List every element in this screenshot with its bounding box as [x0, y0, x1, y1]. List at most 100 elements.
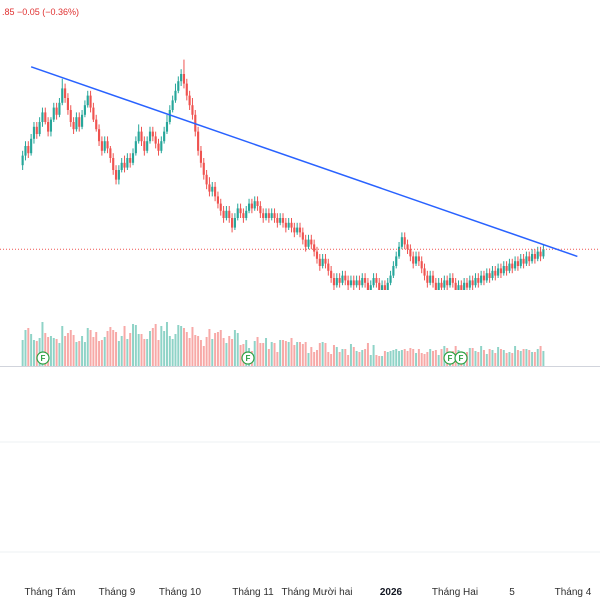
candle-body: [78, 117, 81, 127]
volume-bar: [151, 328, 154, 366]
volume-bar: [290, 338, 293, 366]
volume-bar: [126, 339, 129, 366]
volume-bar: [157, 340, 160, 366]
candle-body: [327, 263, 330, 271]
candle-body: [293, 227, 296, 233]
time-axis-label: Tháng Mười hai: [281, 587, 352, 598]
candle-body: [49, 119, 53, 132]
earnings-marker[interactable]: F: [454, 351, 468, 365]
volume-bar: [279, 340, 282, 366]
candle-body: [140, 131, 143, 142]
volume-bar: [355, 351, 358, 366]
candle-body: [100, 141, 103, 151]
candle-body: [41, 112, 44, 122]
candle-body: [253, 201, 256, 209]
candle-body: [290, 222, 293, 228]
candle-body: [89, 95, 92, 108]
volume-bar: [61, 326, 64, 366]
candle-body: [460, 285, 463, 290]
candle-body: [485, 273, 488, 281]
candle-body: [335, 278, 338, 286]
volume-bar: [120, 336, 123, 366]
volume-bar: [154, 324, 157, 366]
candle-body: [148, 131, 152, 142]
candle-body: [361, 278, 364, 286]
volume-bar: [222, 338, 225, 366]
volume-bar: [406, 351, 409, 366]
candle-body: [454, 282, 457, 290]
volume-bar: [21, 340, 24, 366]
candle-body: [197, 131, 200, 151]
volume-bar: [233, 330, 236, 366]
candle-body: [448, 278, 452, 286]
time-axis[interactable]: Tháng Tám Tháng 9 Tháng 10 Tháng 11 Tháng Mư…: [25, 587, 592, 598]
marker-label: F: [41, 354, 46, 363]
candle-body: [66, 98, 69, 110]
candle-body: [539, 251, 542, 257]
candle-body: [95, 119, 98, 130]
candle-body: [279, 218, 282, 223]
volume-bar: [208, 329, 211, 366]
candle-body: [318, 258, 321, 266]
volume-bar: [41, 322, 44, 366]
volume-bar: [531, 352, 534, 366]
candle-body: [344, 275, 347, 281]
candle-body: [457, 285, 460, 290]
candle-body: [81, 114, 84, 127]
candle-body: [32, 126, 36, 139]
volume-bar: [372, 345, 375, 366]
volume-bar: [389, 351, 392, 366]
candle-body: [120, 162, 123, 170]
candle-body: [69, 110, 72, 122]
volume-bar: [194, 335, 197, 366]
volume-bar: [366, 343, 369, 366]
candle-body: [75, 117, 78, 130]
volume-bar: [471, 348, 474, 366]
candle-body: [126, 158, 129, 168]
time-axis-label: Tháng 11: [232, 587, 274, 598]
candle-body: [177, 81, 180, 91]
volume-bar: [185, 332, 188, 366]
candle-body: [270, 213, 273, 218]
candle-body: [21, 155, 24, 166]
marker-circle: [241, 351, 255, 365]
candle-body: [180, 74, 183, 82]
volume-bar: [505, 353, 508, 366]
volume-bar: [310, 347, 313, 366]
candle-body: [358, 280, 361, 286]
volume-bar: [100, 340, 103, 366]
candle-body: [443, 280, 446, 288]
volume-bar: [536, 349, 539, 366]
candle-body: [414, 256, 418, 264]
volume-bar: [338, 352, 341, 366]
candle-body: [214, 186, 217, 197]
volume-bar: [375, 355, 378, 366]
marker-circle: [36, 351, 50, 365]
volume-bar: [168, 336, 171, 366]
candle-body: [330, 270, 333, 278]
volume-bar: [69, 330, 72, 366]
volume-bar: [202, 346, 205, 366]
earnings-marker[interactable]: F: [241, 351, 255, 365]
candle-body: [58, 102, 61, 115]
earnings-marker[interactable]: F: [443, 351, 457, 365]
volume-bar: [412, 349, 415, 366]
volume-bar: [409, 348, 412, 366]
trendline[interactable]: [30, 66, 578, 258]
volume-bar: [321, 342, 324, 366]
candle-body: [375, 278, 378, 283]
candle-body: [386, 282, 389, 290]
volume-bar: [488, 349, 491, 366]
volume-bar: [98, 341, 101, 366]
volume-bar: [146, 339, 149, 366]
volume-bar: [103, 337, 106, 366]
candle-body: [321, 258, 324, 266]
volume-bar: [270, 342, 273, 366]
candle-body: [225, 210, 228, 218]
volume-bar: [287, 342, 290, 366]
earnings-marker[interactable]: F: [36, 351, 50, 365]
candle-body: [324, 258, 327, 264]
candle-body: [474, 278, 477, 286]
